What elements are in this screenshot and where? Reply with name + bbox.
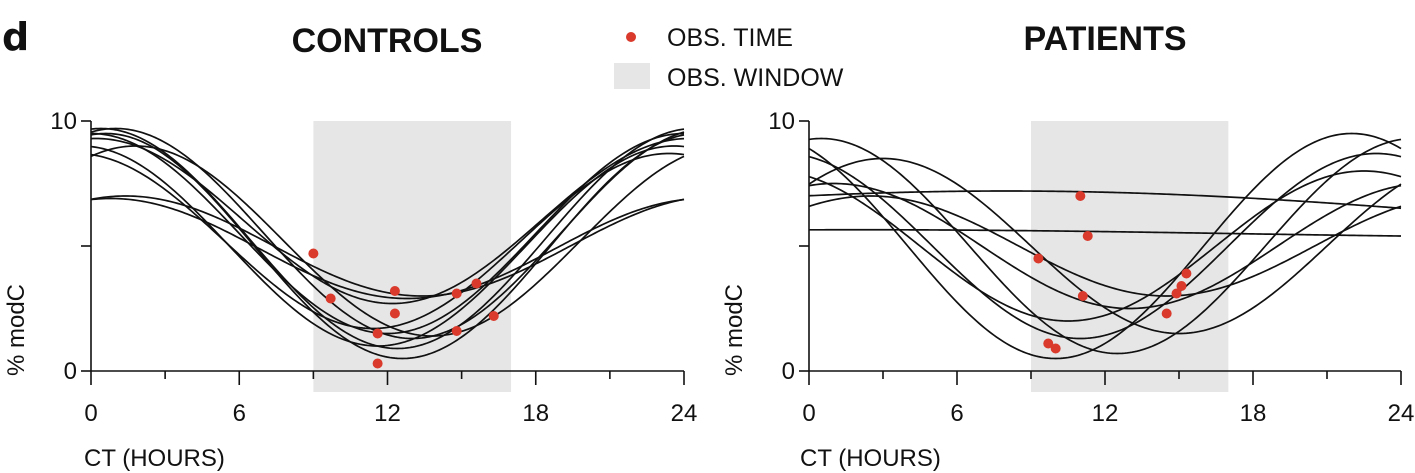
controls-chart: CONTROLS 0 10 0 6 12 18 24 % modC CT (HOURS) <box>3 22 697 472</box>
controls-curve-2 <box>90 127 685 350</box>
patients-curve-8 <box>808 152 1402 340</box>
controls-ylabel: % modC <box>3 284 30 376</box>
patients-obs-point-8 <box>1171 288 1182 299</box>
controls-curve-6 <box>90 137 685 305</box>
patients-obs-point-6 <box>1082 231 1093 241</box>
controls-x-tick-label: 24 <box>671 400 698 427</box>
patients-title: PATIENTS <box>1023 20 1186 58</box>
controls-title: CONTROLS <box>292 22 483 60</box>
legend-obs-window-swatch <box>614 63 650 89</box>
patients-chart: PATIENTS 0 10 0 6 12 18 24 % modC CT (HOURS) <box>721 20 1414 472</box>
controls-obs-point-4 <box>372 328 383 339</box>
controls-curve-9 <box>90 197 685 300</box>
patients-x-tick-label: 12 <box>1092 400 1119 427</box>
patients-curve-1 <box>808 190 1402 210</box>
controls-obs-point-2 <box>325 293 336 304</box>
controls-obs-point-3 <box>372 358 383 369</box>
controls-xlabel: CT (HOURS) <box>84 445 225 472</box>
controls-obs-point-7 <box>451 288 462 299</box>
patients-curve-2 <box>808 228 1402 237</box>
controls-curve-8 <box>90 195 685 297</box>
patients-obs-point-1 <box>1033 253 1044 264</box>
controls-curve-10 <box>90 145 685 337</box>
controls-x-tick-label: 0 <box>84 400 97 427</box>
patients-ylabel: % modC <box>721 284 748 376</box>
patients-curve-7 <box>808 195 1402 297</box>
patients-xlabel: CT (HOURS) <box>800 445 941 472</box>
controls-curve-7 <box>90 152 685 330</box>
controls-obs-point-8 <box>451 326 462 336</box>
controls-obs-point-5 <box>389 286 400 296</box>
patients-obs-point-2 <box>1043 338 1054 349</box>
patients-x-tick-label: 24 <box>1388 400 1415 427</box>
patients-curve-5 <box>808 157 1402 335</box>
controls-obs-point-6 <box>389 308 400 319</box>
patients-y-tick-label: 0 <box>782 358 795 385</box>
patients-y-tick-label: 10 <box>768 108 795 135</box>
patients-obs-point-9 <box>1176 281 1187 291</box>
patients-x-tick-label: 6 <box>950 400 963 427</box>
patients-curve-3 <box>808 132 1402 360</box>
controls-x-tick-label: 6 <box>233 400 246 427</box>
panel-letter: d <box>2 15 29 59</box>
legend: OBS. TIME OBS. WINDOW <box>614 24 844 92</box>
controls-obs-window <box>313 121 512 392</box>
patients-x-tick-label: 0 <box>802 400 815 427</box>
patients-obs-point-5 <box>1077 291 1088 301</box>
patients-obs-window <box>1031 121 1229 392</box>
patients-curve-4 <box>808 137 1402 355</box>
patients-obs-point-10 <box>1181 268 1192 279</box>
patients-curve-9 <box>808 182 1402 310</box>
patients-curve-6 <box>808 170 1402 322</box>
patients-x-tick-label: 18 <box>1240 400 1267 427</box>
patients-obs-point-3 <box>1050 343 1061 354</box>
controls-y-tick-label: 10 <box>50 108 77 135</box>
controls-curve-4 <box>90 145 685 347</box>
controls-obs-point-9 <box>471 278 482 289</box>
controls-x-tick-label: 18 <box>522 400 549 427</box>
controls-x-tick-label: 12 <box>374 400 401 427</box>
patients-obs-point-4 <box>1075 191 1086 201</box>
legend-obs-window-label: OBS. WINDOW <box>667 64 844 92</box>
legend-obs-time-marker <box>626 32 636 42</box>
controls-obs-point-10 <box>488 311 499 321</box>
patients-obs-point-7 <box>1161 308 1172 319</box>
controls-y-tick-label: 0 <box>64 358 77 385</box>
controls-obs-point-1 <box>308 248 319 259</box>
legend-obs-time-label: OBS. TIME <box>667 24 793 52</box>
